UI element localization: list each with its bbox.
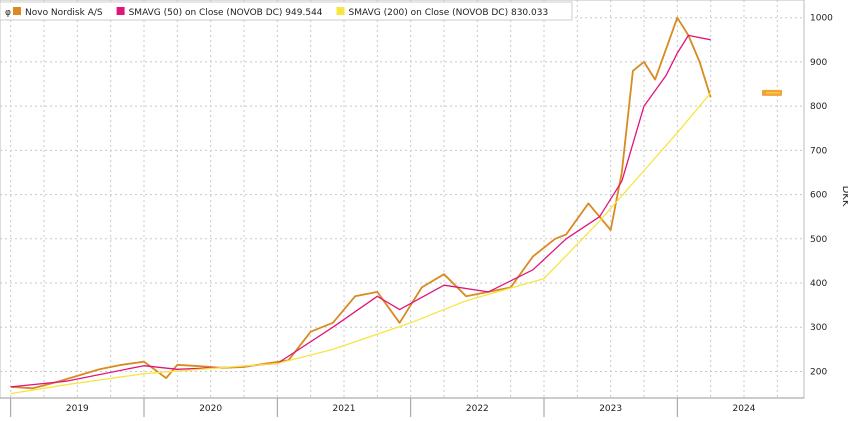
legend-label-1: SMAVG (50) on Close (NOVOB DC) 949.544	[129, 8, 323, 18]
legend-swatch-0	[13, 7, 21, 15]
y-tick-label-500: 500	[810, 235, 827, 245]
series-line-2	[10, 92, 712, 395]
y-tick-label-700: 700	[810, 146, 827, 156]
x-tick-label-2022: 2022	[466, 404, 489, 414]
price-type-icon: φ	[5, 8, 11, 18]
x-tick-label-2024: 2024	[733, 404, 756, 414]
y-tick-label-800: 800	[810, 102, 827, 112]
y-axis-label: DKK	[840, 186, 848, 207]
legend-label-0: Novo Nordisk A/S	[25, 8, 103, 18]
grid-layer	[0, 0, 805, 399]
plot-area	[0, 0, 805, 399]
x-tick-label-2019: 2019	[66, 404, 89, 414]
x-tick-label-2023: 2023	[599, 404, 622, 414]
y-tick-label-400: 400	[810, 279, 827, 289]
legend: φ Novo Nordisk A/S SMAVG (50) on Close (NO…	[0, 1, 573, 21]
series-line-1	[10, 34, 711, 388]
x-tick-label-2021: 2021	[333, 404, 356, 414]
x-tick-label-2020: 2020	[199, 404, 222, 414]
series-line-0	[10, 16, 712, 390]
series-layer	[10, 16, 782, 395]
legend-swatch-1	[116, 7, 125, 15]
y-tick-label-1000: 1000	[810, 14, 833, 24]
legend-swatch-2	[336, 7, 345, 15]
y-tick-label-200: 200	[810, 367, 827, 377]
y-tick-label-600: 600	[810, 191, 827, 201]
y-tick-label-900: 900	[810, 58, 827, 68]
legend-label-2: SMAVG (200) on Close (NOVOB DC) 830.033	[349, 8, 549, 18]
y-tick-label-300: 300	[810, 323, 827, 333]
axis-layer: 200 300 400 500 600 700 800 900 1000 2019 2020 2021…	[0, 14, 848, 417]
legend-box	[0, 1, 573, 21]
